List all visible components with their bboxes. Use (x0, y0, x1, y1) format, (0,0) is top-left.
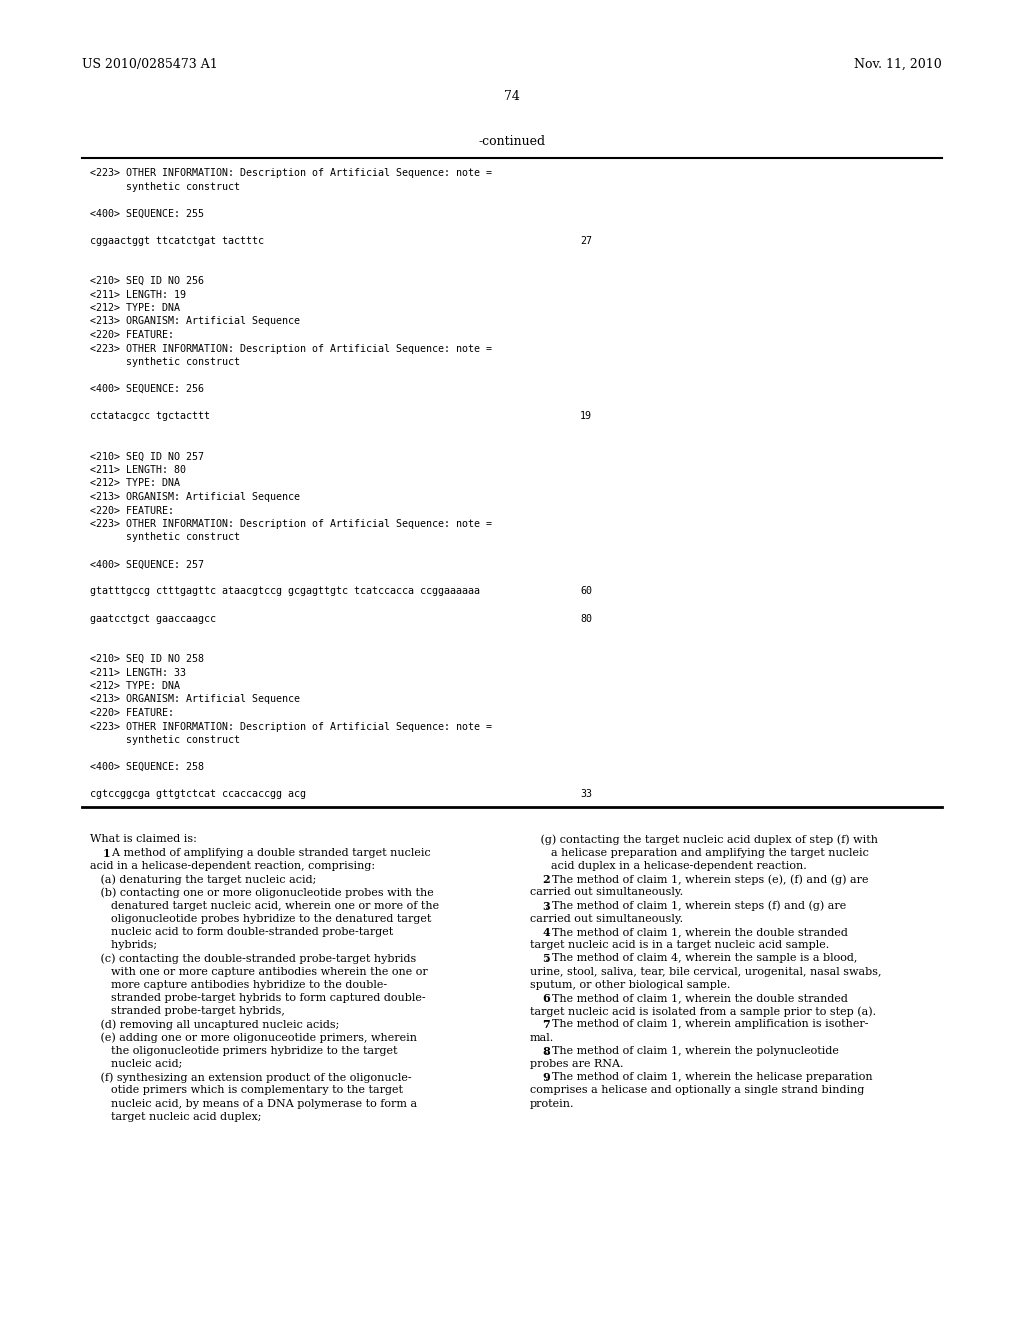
Text: the oligonucleotide primers hybridize to the target: the oligonucleotide primers hybridize to… (90, 1045, 397, 1056)
Text: cctatacgcc tgctacttt: cctatacgcc tgctacttt (90, 411, 210, 421)
Text: 60: 60 (580, 586, 592, 597)
Text: otide primers which is complementary to the target: otide primers which is complementary to … (90, 1085, 403, 1096)
Text: . The method of claim 1, wherein steps (e), (f) and (g) are: . The method of claim 1, wherein steps (… (545, 874, 868, 884)
Text: 8: 8 (543, 1045, 550, 1057)
Text: (c) contacting the double-stranded probe-target hybrids: (c) contacting the double-stranded probe… (90, 953, 416, 964)
Text: <400> SEQUENCE: 257: <400> SEQUENCE: 257 (90, 560, 204, 569)
Text: mal.: mal. (530, 1032, 554, 1043)
Text: cgtccggcga gttgtctcat ccaccaccgg acg: cgtccggcga gttgtctcat ccaccaccgg acg (90, 789, 306, 799)
Text: target nucleic acid is isolated from a sample prior to step (a).: target nucleic acid is isolated from a s… (530, 1006, 877, 1016)
Text: 6: 6 (543, 993, 550, 1005)
Text: with one or more capture antibodies wherein the one or: with one or more capture antibodies wher… (90, 966, 428, 977)
Text: What is claimed is:: What is claimed is: (90, 834, 197, 845)
Text: more capture antibodies hybridize to the double-: more capture antibodies hybridize to the… (90, 979, 387, 990)
Text: . The method of claim 1, wherein the double stranded: . The method of claim 1, wherein the dou… (545, 993, 848, 1003)
Text: . The method of claim 1, wherein steps (f) and (g) are: . The method of claim 1, wherein steps (… (545, 900, 847, 911)
Text: <210> SEQ ID NO 256: <210> SEQ ID NO 256 (90, 276, 204, 286)
Text: comprises a helicase and optionally a single strand binding: comprises a helicase and optionally a si… (530, 1085, 864, 1096)
Text: urine, stool, saliva, tear, bile cervical, urogenital, nasal swabs,: urine, stool, saliva, tear, bile cervica… (530, 966, 882, 977)
Text: protein.: protein. (530, 1098, 574, 1109)
Text: <400> SEQUENCE: 255: <400> SEQUENCE: 255 (90, 209, 204, 219)
Text: <223> OTHER INFORMATION: Description of Artificial Sequence: note =: <223> OTHER INFORMATION: Description of … (90, 722, 492, 731)
Text: <400> SEQUENCE: 258: <400> SEQUENCE: 258 (90, 762, 204, 772)
Text: <212> TYPE: DNA: <212> TYPE: DNA (90, 479, 180, 488)
Text: target nucleic acid is in a target nucleic acid sample.: target nucleic acid is in a target nucle… (530, 940, 829, 950)
Text: US 2010/0285473 A1: US 2010/0285473 A1 (82, 58, 218, 71)
Text: 33: 33 (580, 789, 592, 799)
Text: nucleic acid;: nucleic acid; (90, 1059, 182, 1069)
Text: 19: 19 (580, 411, 592, 421)
Text: gtatttgccg ctttgagttc ataacgtccg gcgagttgtc tcatccacca ccggaaaaaa: gtatttgccg ctttgagttc ataacgtccg gcgagtt… (90, 586, 480, 597)
Text: synthetic construct: synthetic construct (90, 532, 240, 543)
Text: . The method of claim 1, wherein the double stranded: . The method of claim 1, wherein the dou… (545, 927, 848, 937)
Text: (f) synthesizing an extension product of the oligonucle-: (f) synthesizing an extension product of… (90, 1072, 412, 1082)
Text: <213> ORGANISM: Artificial Sequence: <213> ORGANISM: Artificial Sequence (90, 694, 300, 705)
Text: 80: 80 (580, 614, 592, 623)
Text: . A method of amplifying a double stranded target nucleic: . A method of amplifying a double strand… (105, 847, 431, 858)
Text: sputum, or other biological sample.: sputum, or other biological sample. (530, 979, 730, 990)
Text: 9: 9 (543, 1072, 550, 1084)
Text: <220> FEATURE:: <220> FEATURE: (90, 506, 174, 516)
Text: (e) adding one or more oligonuceotide primers, wherein: (e) adding one or more oligonuceotide pr… (90, 1032, 417, 1043)
Text: . The method of claim 1, wherein amplification is isother-: . The method of claim 1, wherein amplifi… (545, 1019, 868, 1030)
Text: (b) contacting one or more oligonucleotide probes with the: (b) contacting one or more oligonucleoti… (90, 887, 434, 898)
Text: nucleic acid to form double-stranded probe-target: nucleic acid to form double-stranded pro… (90, 927, 393, 937)
Text: <210> SEQ ID NO 258: <210> SEQ ID NO 258 (90, 653, 204, 664)
Text: -continued: -continued (478, 135, 546, 148)
Text: 74: 74 (504, 90, 520, 103)
Text: acid in a helicase-dependent reaction, comprising:: acid in a helicase-dependent reaction, c… (90, 861, 375, 871)
Text: <220> FEATURE:: <220> FEATURE: (90, 330, 174, 341)
Text: <211> LENGTH: 19: <211> LENGTH: 19 (90, 289, 186, 300)
Text: 5: 5 (543, 953, 550, 965)
Text: synthetic construct: synthetic construct (90, 356, 240, 367)
Text: synthetic construct: synthetic construct (90, 181, 240, 191)
Text: stranded probe-target hybrids,: stranded probe-target hybrids, (90, 1006, 285, 1016)
Text: gaatcctgct gaaccaagcc: gaatcctgct gaaccaagcc (90, 614, 216, 623)
Text: 7: 7 (543, 1019, 550, 1031)
Text: acid duplex in a helicase-dependent reaction.: acid duplex in a helicase-dependent reac… (530, 861, 807, 871)
Text: oligonucleotide probes hybridize to the denatured target: oligonucleotide probes hybridize to the … (90, 913, 431, 924)
Text: Nov. 11, 2010: Nov. 11, 2010 (854, 58, 942, 71)
Text: target nucleic acid duplex;: target nucleic acid duplex; (90, 1111, 261, 1122)
Text: 2: 2 (543, 874, 550, 886)
Text: 4: 4 (543, 927, 550, 939)
Text: 3: 3 (543, 900, 550, 912)
Text: probes are RNA.: probes are RNA. (530, 1059, 624, 1069)
Text: <213> ORGANISM: Artificial Sequence: <213> ORGANISM: Artificial Sequence (90, 317, 300, 326)
Text: <223> OTHER INFORMATION: Description of Artificial Sequence: note =: <223> OTHER INFORMATION: Description of … (90, 168, 492, 178)
Text: synthetic construct: synthetic construct (90, 735, 240, 744)
Text: <223> OTHER INFORMATION: Description of Artificial Sequence: note =: <223> OTHER INFORMATION: Description of … (90, 519, 492, 529)
Text: <400> SEQUENCE: 256: <400> SEQUENCE: 256 (90, 384, 204, 393)
Text: <212> TYPE: DNA: <212> TYPE: DNA (90, 681, 180, 690)
Text: carried out simultaneously.: carried out simultaneously. (530, 913, 683, 924)
Text: . The method of claim 4, wherein the sample is a blood,: . The method of claim 4, wherein the sam… (545, 953, 857, 964)
Text: . The method of claim 1, wherein the polynucleotide: . The method of claim 1, wherein the pol… (545, 1045, 839, 1056)
Text: . The method of claim 1, wherein the helicase preparation: . The method of claim 1, wherein the hel… (545, 1072, 872, 1082)
Text: <223> OTHER INFORMATION: Description of Artificial Sequence: note =: <223> OTHER INFORMATION: Description of … (90, 343, 492, 354)
Text: <211> LENGTH: 33: <211> LENGTH: 33 (90, 668, 186, 677)
Text: (a) denaturing the target nucleic acid;: (a) denaturing the target nucleic acid; (90, 874, 316, 884)
Text: carried out simultaneously.: carried out simultaneously. (530, 887, 683, 898)
Text: <212> TYPE: DNA: <212> TYPE: DNA (90, 304, 180, 313)
Text: <211> LENGTH: 80: <211> LENGTH: 80 (90, 465, 186, 475)
Text: <210> SEQ ID NO 257: <210> SEQ ID NO 257 (90, 451, 204, 462)
Text: denatured target nucleic acid, wherein one or more of the: denatured target nucleic acid, wherein o… (90, 900, 439, 911)
Text: 1: 1 (102, 847, 111, 859)
Text: <213> ORGANISM: Artificial Sequence: <213> ORGANISM: Artificial Sequence (90, 492, 300, 502)
Text: cggaactggt ttcatctgat tactttc: cggaactggt ttcatctgat tactttc (90, 235, 264, 246)
Text: <220> FEATURE:: <220> FEATURE: (90, 708, 174, 718)
Text: nucleic acid, by means of a DNA polymerase to form a: nucleic acid, by means of a DNA polymera… (90, 1098, 417, 1109)
Text: hybrids;: hybrids; (90, 940, 157, 950)
Text: 27: 27 (580, 235, 592, 246)
Text: (d) removing all uncaptured nucleic acids;: (d) removing all uncaptured nucleic acid… (90, 1019, 339, 1030)
Text: a helicase preparation and amplifying the target nucleic: a helicase preparation and amplifying th… (530, 847, 869, 858)
Text: stranded probe-target hybrids to form captured double-: stranded probe-target hybrids to form ca… (90, 993, 426, 1003)
Text: (g) contacting the target nucleic acid duplex of step (f) with: (g) contacting the target nucleic acid d… (530, 834, 878, 845)
